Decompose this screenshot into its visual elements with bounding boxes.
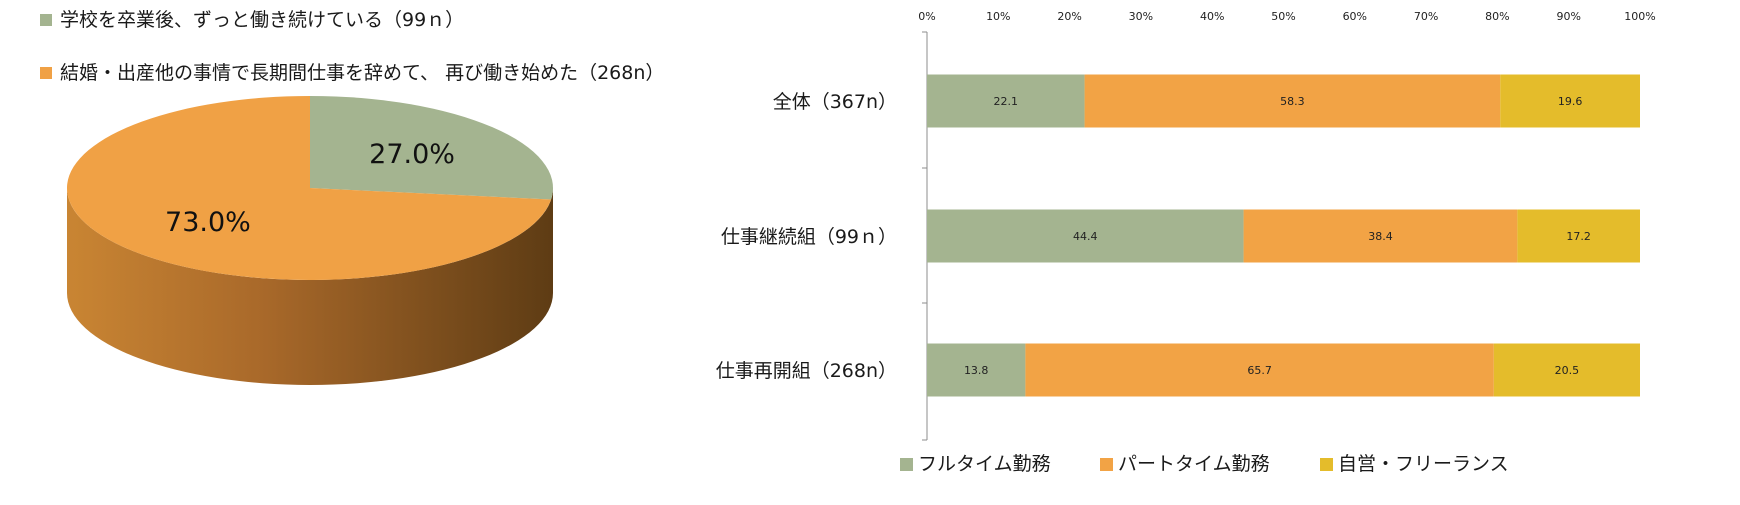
pie-legend-label: 結婚・出産他の事情で長期間仕事を辞めて、 再び働き始めた（268n） (60, 62, 664, 84)
bar-legend-label: 自営・フリーランス (1338, 453, 1509, 475)
bar-value-label: 22.1 (994, 95, 1019, 108)
bar-segment (1243, 209, 1518, 263)
pie-slice (66, 96, 552, 280)
bar-axis (922, 31, 928, 441)
bar-legend: フルタイム勤務 パートタイム勤務 自営・フリーランス (900, 453, 1509, 475)
bar-value-label: 38.4 (1368, 230, 1393, 243)
bar-segment (1493, 343, 1640, 397)
bar-legend-swatch (1100, 458, 1113, 471)
bar-value-label: 19.6 (1558, 95, 1583, 108)
x-tick-labels: 0% 10% 20% 30% 40% 50% 60% 70% 80% 90% 100% (918, 10, 1655, 23)
bar-value-label: 13.8 (964, 364, 989, 377)
bar-segment (1517, 209, 1640, 263)
bar-legend-swatch (900, 458, 913, 471)
pie-legend-swatch (40, 14, 52, 26)
bar-legend-label: フルタイム勤務 (918, 453, 1051, 475)
bar-segment (1025, 343, 1494, 397)
bar-value-label: 65.7 (1247, 364, 1272, 377)
pie-legend-swatch (40, 67, 52, 79)
bar-segment (1084, 74, 1501, 128)
bar-segment (927, 74, 1085, 128)
bar-segments: 22.1 58.3 19.6 44.4 38.4 17.2 13.8 65.7 20.5 (927, 74, 1640, 397)
pie-slice-label: 27.0% (369, 139, 455, 170)
x-tick-label: 100% (1624, 10, 1655, 23)
x-tick-label: 10% (986, 10, 1010, 23)
x-tick-label: 30% (1129, 10, 1153, 23)
pie-chart: 学校を卒業後、ずっと働き続けている（99ｎ） 結婚・出産他の事情で長期間仕事を辞め… (40, 9, 664, 385)
bar-value-label: 58.3 (1280, 95, 1305, 108)
pie-legend-label: 学校を卒業後、ずっと働き続けている（99ｎ） (60, 9, 464, 31)
x-tick-label: 0% (918, 10, 935, 23)
x-tick-label: 80% (1485, 10, 1509, 23)
x-tick-label: 90% (1556, 10, 1580, 23)
x-tick-label: 50% (1271, 10, 1295, 23)
pie-side (67, 188, 553, 385)
bar-value-label: 17.2 (1566, 230, 1591, 243)
pie-slice (310, 96, 553, 200)
bar-segment (927, 343, 1026, 397)
pie-slice-label: 73.0% (165, 207, 251, 238)
bar-segment (927, 209, 1244, 263)
pie-legend: 学校を卒業後、ずっと働き続けている（99ｎ） 結婚・出産他の事情で長期間仕事を辞め… (40, 9, 664, 84)
category-label: 全体（367n） (773, 91, 897, 113)
x-tick-label: 20% (1057, 10, 1081, 23)
bar-value-label: 20.5 (1555, 364, 1580, 377)
x-tick-label: 70% (1414, 10, 1438, 23)
bar-legend-swatch (1320, 458, 1333, 471)
bar-value-label: 44.4 (1073, 230, 1098, 243)
pie-body: 27.0% 73.0% (66, 96, 553, 385)
x-tick-label: 60% (1343, 10, 1367, 23)
bar-legend-label: パートタイム勤務 (1118, 453, 1270, 475)
bar-segment (1500, 74, 1640, 128)
x-tick-label: 40% (1200, 10, 1224, 23)
